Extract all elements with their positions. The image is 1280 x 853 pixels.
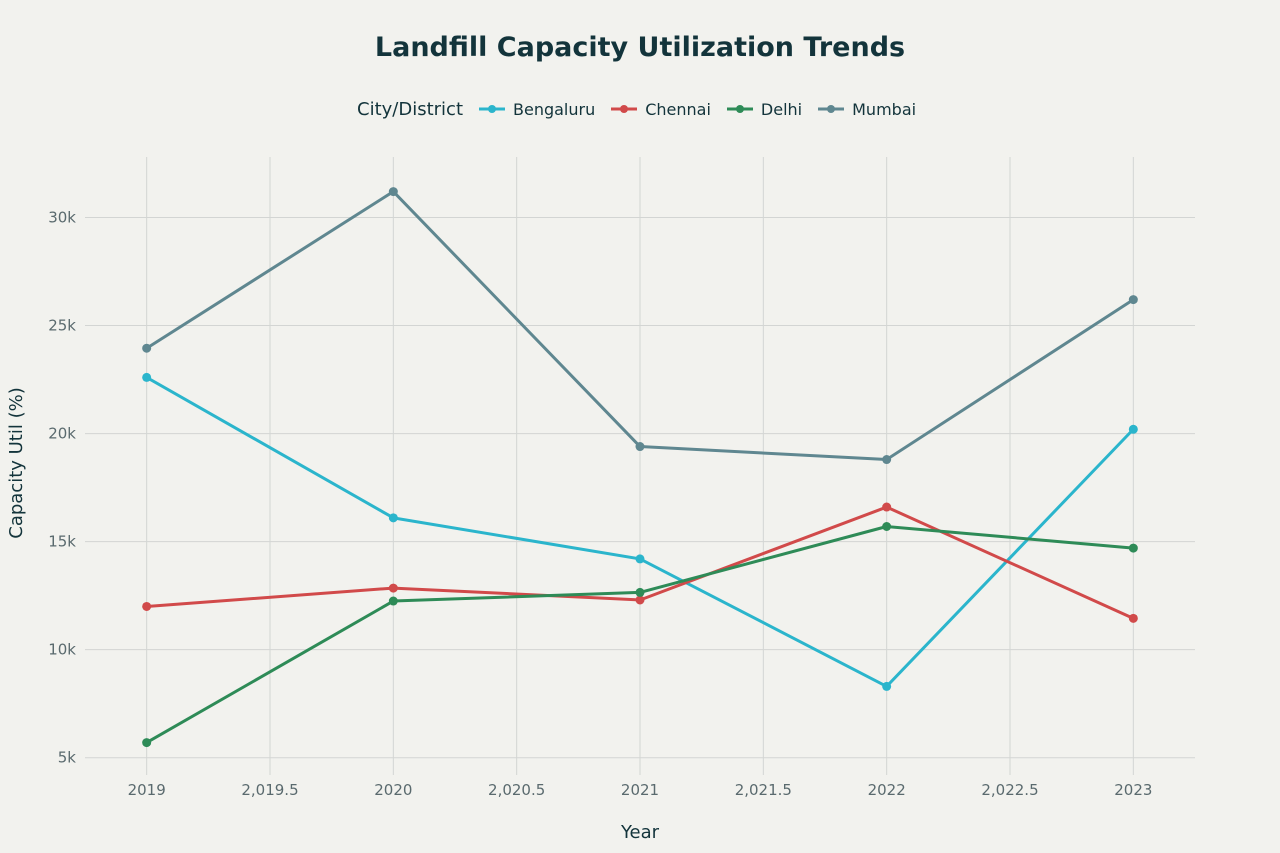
data-point-mumbai[interactable] [1128, 295, 1138, 305]
data-point-delhi[interactable] [882, 522, 892, 532]
y-tick-label: 5k [58, 749, 77, 767]
data-point-bengaluru[interactable] [635, 554, 645, 564]
legend-label: Mumbai [852, 99, 917, 119]
series-bengaluru [142, 372, 1138, 691]
data-point-mumbai[interactable] [882, 455, 892, 465]
x-tick-label: 2,019.5 [241, 781, 298, 799]
data-point-chennai[interactable] [1128, 613, 1138, 623]
legend: City/District Bengaluru Chennai Delhi Mumba… [357, 96, 930, 122]
legend-swatch [611, 105, 638, 113]
data-point-delhi[interactable] [388, 596, 398, 606]
legend-label: Bengaluru [513, 99, 596, 119]
data-point-delhi[interactable] [635, 587, 645, 597]
legend-swatch [479, 105, 505, 113]
y-tick-label: 20k [48, 425, 76, 443]
y-tick-label: 30k [48, 209, 76, 227]
data-point-chennai[interactable] [882, 502, 892, 512]
legend-swatch [726, 105, 753, 113]
grid [85, 157, 1195, 775]
legend-items: Bengaluru Chennai Delhi Mumbai [477, 100, 930, 119]
data-point-delhi[interactable] [1128, 543, 1138, 553]
chart-title: Landfill Capacity Utilization Trends [374, 32, 906, 63]
x-tick-label: 2,022.5 [981, 781, 1038, 799]
x-tick-label: 2020 [374, 781, 412, 799]
series-chennai [142, 502, 1138, 623]
y-tick-label: 25k [48, 317, 76, 335]
x-tick-label: 2021 [621, 781, 659, 799]
y-axis-label: Capacity Util (%) [6, 387, 27, 539]
y-tick-label: 10k [48, 641, 76, 659]
series-mumbai [142, 187, 1138, 465]
legend-title: City/District [357, 98, 463, 120]
legend-label: Delhi [760, 99, 803, 119]
data-point-mumbai[interactable] [635, 442, 645, 452]
data-point-delhi[interactable] [142, 738, 152, 748]
x-tick-label: 2,020.5 [488, 781, 545, 799]
y-tick-label: 15k [48, 533, 76, 551]
series-lines [142, 187, 1138, 748]
x-tick-label: 2019 [128, 781, 166, 799]
tick-labels: 2019 2,019.5 2020 2,020.5 2021 2,021.5 2022 2,0… [48, 209, 1152, 799]
data-point-bengaluru[interactable] [388, 513, 398, 523]
data-point-chennai[interactable] [142, 601, 152, 611]
legend-item-mumbai[interactable]: Mumbai [816, 100, 916, 119]
legend-item-delhi[interactable]: Delhi [725, 100, 802, 119]
data-point-chennai[interactable] [388, 583, 398, 593]
data-point-bengaluru[interactable] [142, 372, 152, 382]
series-delhi [142, 522, 1138, 748]
data-point-chennai[interactable] [635, 595, 645, 605]
data-point-bengaluru[interactable] [1128, 424, 1138, 434]
legend-label: Chennai [645, 99, 711, 119]
x-tick-label: 2,021.5 [735, 781, 792, 799]
x-tick-label: 2023 [1114, 781, 1152, 799]
data-point-bengaluru[interactable] [882, 681, 892, 691]
x-tick-label: 2022 [868, 781, 906, 799]
data-point-mumbai[interactable] [388, 187, 398, 197]
legend-item-chennai[interactable]: Chennai [609, 100, 711, 119]
legend-item-bengaluru[interactable]: Bengaluru [477, 100, 595, 119]
x-axis-label: Year [620, 822, 660, 843]
legend-swatch [818, 105, 845, 113]
data-point-mumbai[interactable] [142, 343, 152, 353]
